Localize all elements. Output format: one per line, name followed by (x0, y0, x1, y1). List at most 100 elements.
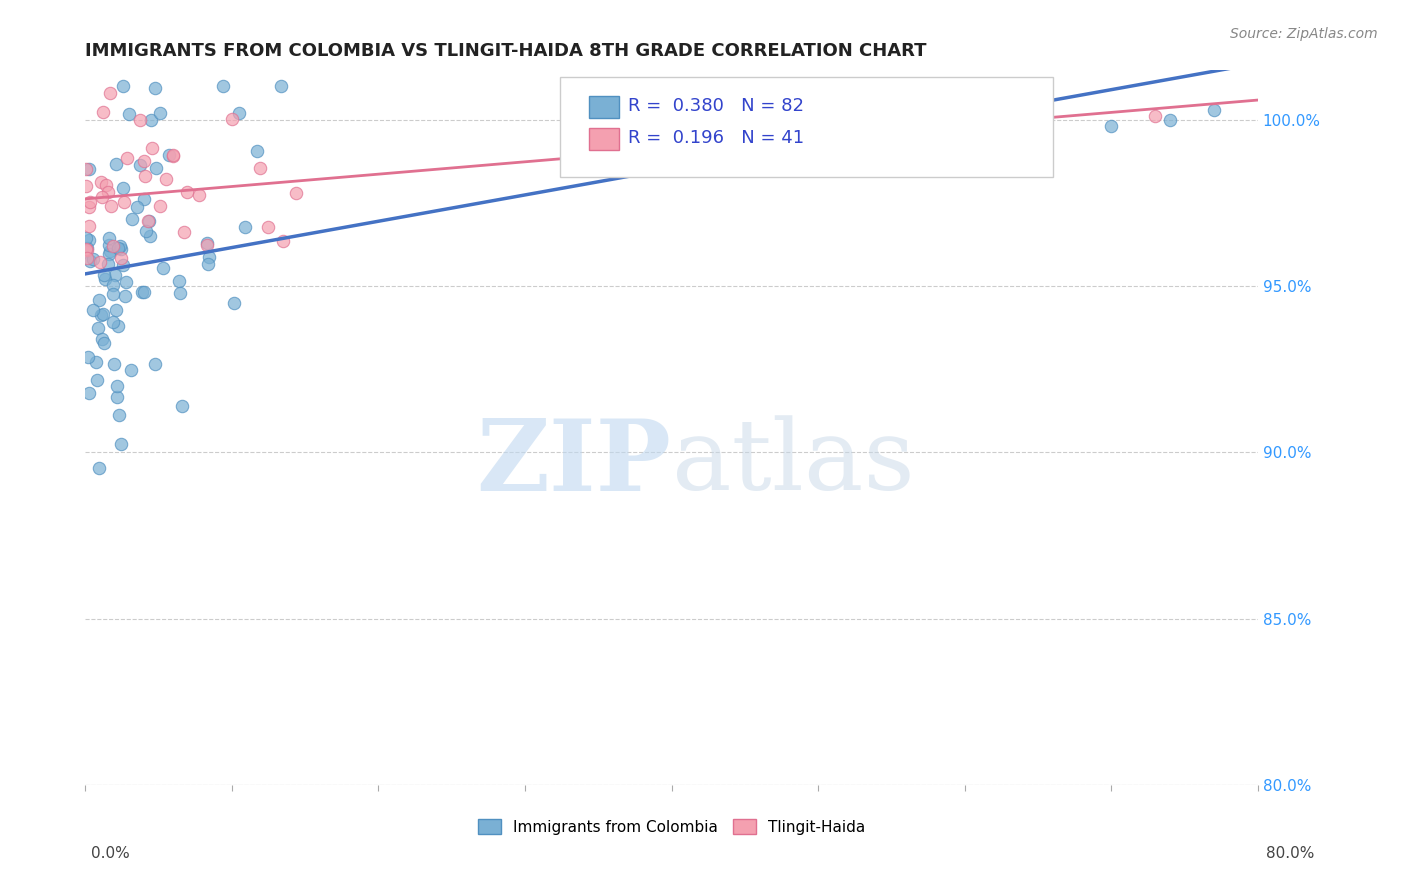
Point (93, 272, 115, 286)
Point (149, 106, 172, 120)
Point (76, 251, 98, 265)
Point (97, 238, 120, 252)
Text: R =  0.196   N = 41: R = 0.196 N = 41 (628, 129, 804, 147)
Point (107, 240, 129, 254)
Point (76, 241, 98, 255)
Point (132, 192, 155, 206)
Point (141, 140, 163, 154)
Point (75, 242, 97, 256)
Point (170, 399, 193, 413)
Point (145, 161, 167, 175)
Point (1202, 103, 1225, 117)
Point (115, 151, 138, 165)
Point (75, 178, 97, 193)
Point (76, 243, 98, 257)
Bar (589, 96, 619, 118)
Point (108, 239, 131, 253)
Point (143, 358, 166, 372)
Point (100, 199, 122, 213)
Point (195, 238, 218, 252)
Point (112, 258, 135, 272)
Point (141, 112, 163, 127)
Point (120, 363, 142, 377)
Point (105, 157, 128, 171)
Point (97, 186, 120, 200)
Point (103, 357, 125, 371)
Point (131, 285, 153, 300)
Point (105, 303, 128, 318)
Point (129, 158, 152, 172)
Point (98, 246, 121, 260)
Point (1099, 120, 1122, 134)
FancyBboxPatch shape (560, 77, 1053, 177)
Point (143, 81, 166, 95)
Point (157, 147, 180, 161)
Point (79, 162, 101, 177)
Point (176, 185, 198, 199)
Point (132, 153, 155, 168)
Point (134, 169, 156, 184)
Point (880, 106, 903, 120)
Point (94, 178, 117, 193)
Point (1144, 109, 1167, 123)
Point (87, 461, 110, 475)
Point (135, 224, 157, 238)
Bar (589, 128, 619, 150)
Point (152, 261, 174, 276)
Point (188, 188, 211, 202)
Point (91, 104, 114, 119)
Point (98, 244, 121, 258)
Point (107, 408, 129, 422)
Point (138, 214, 160, 228)
Point (79, 194, 101, 209)
Point (233, 219, 256, 234)
Point (105, 379, 128, 393)
Point (90, 332, 112, 346)
Point (173, 225, 195, 239)
Point (112, 194, 135, 209)
Point (162, 149, 184, 163)
Point (285, 186, 308, 201)
Text: IMMIGRANTS FROM COLOMBIA VS TLINGIT-HAIDA 8TH GRADE CORRELATION CHART: IMMIGRANTS FROM COLOMBIA VS TLINGIT-HAID… (86, 42, 927, 60)
Point (115, 275, 138, 289)
Point (112, 79, 135, 94)
Point (167, 274, 190, 288)
Point (77, 386, 100, 401)
Point (77, 233, 100, 247)
Point (103, 315, 125, 329)
Point (125, 200, 148, 214)
Point (121, 211, 143, 226)
Text: 0.0%: 0.0% (91, 847, 131, 861)
Point (77, 201, 100, 215)
Point (110, 251, 132, 265)
Point (101, 239, 124, 253)
Point (271, 234, 294, 248)
Point (221, 112, 243, 126)
Text: 80.0%: 80.0% (1267, 847, 1315, 861)
Point (98, 231, 121, 245)
Point (228, 105, 250, 120)
Point (224, 296, 246, 310)
Point (136, 214, 159, 228)
Legend: Immigrants from Colombia, Tlingit-Haida: Immigrants from Colombia, Tlingit-Haida (478, 819, 866, 835)
Point (82, 302, 104, 317)
Point (93, 336, 115, 351)
Point (118, 107, 141, 121)
Point (90, 175, 112, 189)
Point (93, 268, 115, 282)
Point (77, 219, 100, 233)
Point (104, 268, 127, 282)
Point (89, 254, 111, 268)
Point (90, 308, 112, 322)
Point (75, 231, 97, 245)
Point (114, 288, 136, 302)
Text: Source: ZipAtlas.com: Source: ZipAtlas.com (1230, 27, 1378, 41)
Point (1026, 109, 1049, 123)
Point (98, 86, 121, 100)
Point (86, 320, 108, 334)
Text: ZIP: ZIP (477, 415, 672, 512)
Point (90, 190, 112, 204)
Point (101, 277, 124, 292)
Point (1159, 112, 1181, 127)
Point (107, 318, 129, 333)
